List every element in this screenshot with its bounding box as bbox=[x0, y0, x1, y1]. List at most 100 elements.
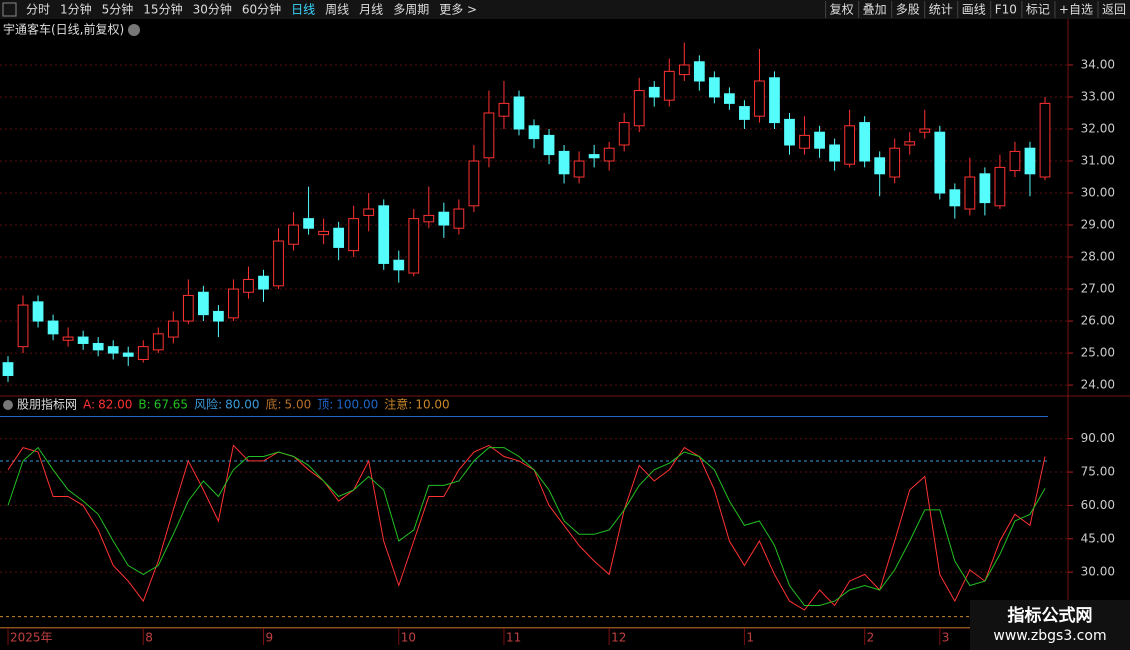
candle-body bbox=[739, 106, 750, 120]
candle-body bbox=[107, 346, 119, 354]
tab-label[interactable]: 30分钟 bbox=[193, 2, 232, 17]
candle-body bbox=[363, 208, 375, 216]
indicator-line bbox=[7, 446, 1046, 606]
candle-body bbox=[513, 96, 525, 130]
indicator-header: 80.00 bbox=[225, 398, 259, 412]
x-tick-label: 9 bbox=[265, 631, 273, 645]
candle-body bbox=[197, 291, 209, 316]
candle-body bbox=[213, 310, 224, 322]
candle-body bbox=[152, 333, 164, 351]
x-tick-label: 1 bbox=[746, 631, 754, 645]
y-tick-label: 45.00 bbox=[1081, 531, 1115, 545]
candle-body bbox=[754, 80, 765, 117]
toolbar-button[interactable]: 返回 bbox=[1102, 3, 1126, 17]
candle-body bbox=[92, 342, 104, 351]
indicator-header: 67.65 bbox=[154, 398, 188, 412]
indicator-line bbox=[7, 444, 1046, 611]
tab-label[interactable]: 5分钟 bbox=[102, 2, 134, 17]
candle-body bbox=[438, 211, 450, 226]
tab-label[interactable]: 多周期 bbox=[393, 3, 429, 17]
candle-body bbox=[468, 160, 480, 207]
indicator-header: 82.00 bbox=[98, 398, 132, 412]
tab-label[interactable]: 更多 > bbox=[439, 3, 477, 17]
candle-body bbox=[62, 336, 74, 341]
candle-body bbox=[32, 301, 44, 322]
candle-body bbox=[934, 131, 946, 194]
toolbar-button[interactable]: 统计 bbox=[929, 3, 953, 17]
candle-body bbox=[258, 275, 269, 290]
indicator-icon[interactable] bbox=[3, 400, 13, 410]
tab-label[interactable]: 1分钟 bbox=[60, 2, 92, 17]
candle-body bbox=[423, 214, 435, 223]
candle-body bbox=[724, 93, 735, 104]
candle-body bbox=[663, 70, 675, 101]
y-tick-label: 27.00 bbox=[1081, 282, 1115, 296]
watermark-box bbox=[970, 600, 1130, 650]
y-tick-label: 32.00 bbox=[1081, 121, 1115, 135]
toolbar-button[interactable]: 画线 bbox=[962, 3, 986, 17]
title-dropdown[interactable] bbox=[128, 24, 140, 36]
y-tick-label: 30.00 bbox=[1081, 565, 1115, 579]
tab-label[interactable]: 15分钟 bbox=[143, 2, 182, 17]
x-tick-label: 11 bbox=[506, 631, 521, 645]
candle-body bbox=[769, 77, 780, 124]
indicator-header: 10.00 bbox=[415, 398, 449, 412]
tab-label[interactable]: 分时 bbox=[26, 3, 50, 17]
toolbar-button[interactable]: 多股 bbox=[896, 3, 920, 17]
x-tick-label: 8 bbox=[145, 631, 153, 645]
stock-title: 宇通客车(日线,前复权) bbox=[3, 22, 124, 37]
candle-body bbox=[318, 230, 329, 236]
x-tick-label: 3 bbox=[942, 631, 950, 645]
y-tick-label: 34.00 bbox=[1081, 57, 1115, 71]
candle-body bbox=[498, 102, 510, 117]
menu-button[interactable] bbox=[2, 2, 17, 17]
candle-body bbox=[648, 86, 660, 98]
y-tick-label: 31.00 bbox=[1081, 154, 1115, 168]
indicator-header: A: bbox=[83, 398, 95, 412]
candle-body bbox=[273, 240, 284, 287]
y-tick-label: 33.00 bbox=[1081, 89, 1115, 103]
x-tick-label: 10 bbox=[401, 631, 416, 645]
candle-body bbox=[979, 173, 991, 204]
toolbar-button[interactable]: F10 bbox=[995, 3, 1017, 17]
watermark-title: 指标公式网 bbox=[1008, 605, 1093, 626]
tab-label[interactable]: 60分钟 bbox=[242, 2, 281, 17]
watermark-url: www.zbgs3.com bbox=[993, 628, 1106, 644]
candle-body bbox=[2, 362, 14, 376]
toolbar-button[interactable]: 叠加 bbox=[863, 3, 887, 17]
indicator-header: B: bbox=[138, 398, 150, 412]
candle-body bbox=[889, 147, 901, 178]
candle-body bbox=[288, 224, 299, 245]
toolbar-button[interactable]: +自选 bbox=[1059, 3, 1093, 17]
y-tick-label: 25.00 bbox=[1081, 346, 1115, 360]
candle-body bbox=[618, 122, 630, 146]
candle-body bbox=[799, 134, 810, 149]
tab-label[interactable]: 月线 bbox=[359, 3, 383, 17]
toolbar-button[interactable]: 标记 bbox=[1026, 3, 1050, 17]
y-tick-label: 24.00 bbox=[1081, 378, 1115, 392]
y-tick-label: 75.00 bbox=[1081, 465, 1115, 479]
candle-body bbox=[949, 189, 961, 207]
candle-body bbox=[904, 141, 916, 146]
candle-body bbox=[1024, 147, 1036, 175]
candle-body bbox=[303, 218, 314, 229]
indicator-header: 注意: bbox=[384, 397, 412, 412]
candle-body bbox=[122, 352, 134, 357]
indicator-header: 100.00 bbox=[336, 398, 378, 412]
candle-body bbox=[964, 176, 976, 210]
candle-body bbox=[228, 288, 239, 319]
candle-body bbox=[333, 227, 345, 248]
candle-body bbox=[393, 259, 405, 271]
candle-body bbox=[543, 134, 555, 156]
candle-body bbox=[874, 157, 886, 175]
candle-body bbox=[483, 112, 495, 159]
tab-label[interactable]: 日线 bbox=[291, 3, 315, 17]
candle-body bbox=[588, 154, 600, 159]
tab-label[interactable]: 周线 bbox=[325, 3, 349, 17]
candle-body bbox=[784, 118, 795, 146]
toolbar-button[interactable]: 复权 bbox=[830, 3, 854, 17]
y-tick-label: 26.00 bbox=[1081, 314, 1115, 328]
candle-body bbox=[47, 320, 59, 335]
candle-body bbox=[1009, 150, 1021, 172]
